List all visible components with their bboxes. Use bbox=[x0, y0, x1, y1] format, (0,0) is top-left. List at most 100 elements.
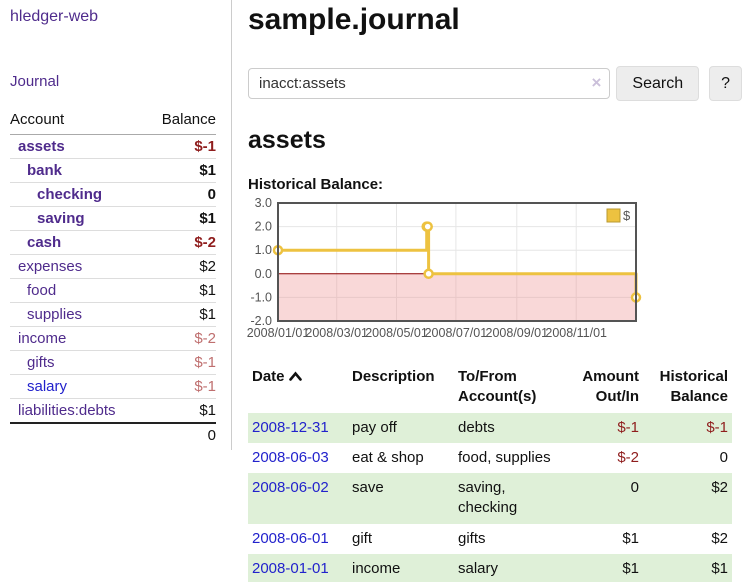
sidebar-item-journal[interactable]: Journal bbox=[10, 73, 60, 90]
account-row: liabilities:debts $1 bbox=[10, 398, 216, 424]
account-balance: $2 bbox=[146, 254, 216, 279]
account-name-cell: gifts bbox=[10, 350, 147, 375]
account-name-cell: assets bbox=[10, 134, 147, 159]
svg-text:-2.0: -2.0 bbox=[250, 314, 272, 328]
transaction-balance-cell: $2 bbox=[711, 529, 728, 547]
account-balance: $-1 bbox=[146, 134, 216, 159]
sidebar-account-link-saving[interactable]: saving bbox=[37, 210, 85, 227]
account-row: assets $-1 bbox=[10, 134, 216, 159]
sidebar-account-link-checking[interactable]: checking bbox=[37, 186, 103, 203]
account-name-cell: food bbox=[10, 278, 147, 303]
transaction-description-cell: pay off bbox=[352, 418, 397, 436]
transaction-balance-cell: $1 bbox=[711, 559, 728, 577]
svg-text:2008/01/01: 2008/01/01 bbox=[247, 326, 310, 340]
help-button[interactable]: ? bbox=[709, 66, 742, 101]
register-header-accounts: To/From Account(s) bbox=[458, 368, 537, 406]
table-row: 2008-06-02 save saving, checking 0 $2 bbox=[248, 473, 732, 524]
transaction-date-link[interactable]: 2008-06-01 bbox=[252, 529, 329, 547]
svg-text:2008/05/01: 2008/05/01 bbox=[365, 326, 428, 340]
sidebar-account-link-liabilities-debts[interactable]: liabilities:debts bbox=[18, 402, 116, 419]
transaction-date-link[interactable]: 2008-06-03 bbox=[252, 448, 329, 466]
account-name-cell: cash bbox=[10, 230, 147, 255]
transaction-date-link[interactable]: 2008-01-01 bbox=[252, 559, 329, 577]
account-row: income $-2 bbox=[10, 326, 216, 351]
transaction-balance-cell: $2 bbox=[711, 479, 728, 496]
account-balance: $1 bbox=[146, 158, 216, 183]
table-row: 2008-06-03 eat & shop food, supplies $-2 0 bbox=[248, 443, 732, 473]
account-balance: $1 bbox=[146, 206, 216, 231]
sidebar-account-link-expenses[interactable]: expenses bbox=[18, 258, 83, 275]
transaction-amount-cell: $1 bbox=[622, 559, 639, 577]
account-name-cell: income bbox=[10, 326, 147, 351]
transaction-accounts-cell: food, supplies bbox=[458, 448, 551, 466]
account-name-cell: expenses bbox=[10, 254, 147, 279]
transaction-description-cell: gift bbox=[352, 529, 373, 547]
accounts-table: Account Balance assets $-1 bank $1 checking 0… bbox=[10, 106, 216, 447]
account-name-cell: bank bbox=[10, 158, 147, 183]
sort-asc-icon bbox=[288, 367, 302, 387]
sidebar-account-link-food[interactable]: food bbox=[27, 282, 57, 299]
sidebar-account-link-salary[interactable]: salary bbox=[27, 378, 68, 395]
account-row: supplies $1 bbox=[10, 302, 216, 327]
search-form: × Search ? bbox=[248, 66, 742, 101]
sidebar-account-link-supplies[interactable]: supplies bbox=[27, 306, 83, 323]
table-row: 2008-01-01 income salary $1 $1 bbox=[248, 553, 732, 582]
account-balance: $1 bbox=[146, 302, 216, 327]
transaction-date-link[interactable]: 2008-12-31 bbox=[252, 418, 329, 436]
search-input[interactable] bbox=[248, 68, 611, 99]
transaction-date-link[interactable]: 2008-06-02 bbox=[252, 479, 329, 496]
balance-chart-svg: $3.0 2.0 1.0 0.0 -1.0 -2.02008/01/012008/03/0… bbox=[247, 196, 642, 340]
chart-title: Historical Balance: bbox=[248, 176, 384, 193]
account-row: expenses $2 bbox=[10, 254, 216, 279]
transaction-description-cell: eat & shop bbox=[352, 448, 424, 466]
sidebar-account-link-cash[interactable]: cash bbox=[27, 234, 62, 251]
accounts-total-row: 0 bbox=[10, 422, 216, 447]
accounts-total-value: 0 bbox=[146, 422, 216, 447]
account-row: salary $-1 bbox=[10, 374, 216, 399]
account-row: bank $1 bbox=[10, 158, 216, 183]
search-button[interactable]: Search bbox=[616, 66, 700, 101]
transaction-accounts-cell: gifts bbox=[458, 529, 486, 547]
transaction-amount-cell: $-2 bbox=[617, 448, 639, 466]
svg-text:0.0: 0.0 bbox=[255, 267, 272, 281]
transaction-description-cell: income bbox=[352, 559, 401, 577]
accounts-total-spacer bbox=[10, 422, 147, 447]
search-box: × bbox=[248, 68, 611, 99]
account-row: saving $1 bbox=[10, 206, 216, 231]
sidebar-account-link-bank[interactable]: bank bbox=[27, 162, 63, 179]
svg-text:2008/09/01: 2008/09/01 bbox=[486, 326, 549, 340]
transaction-accounts-cell: saving, checking bbox=[458, 479, 518, 517]
svg-text:2008/03/01: 2008/03/01 bbox=[305, 326, 368, 340]
account-heading: assets bbox=[248, 126, 326, 154]
sidebar-account-link-gifts[interactable]: gifts bbox=[27, 354, 55, 371]
register-header-date[interactable]: Date bbox=[248, 362, 348, 413]
account-row: cash $-2 bbox=[10, 230, 216, 255]
register-header-row: Date Description To/From Account(s) Amou… bbox=[248, 362, 732, 413]
account-balance: $-1 bbox=[146, 350, 216, 375]
transaction-description-cell: save bbox=[352, 479, 384, 496]
clear-search-icon[interactable]: × bbox=[591, 73, 602, 92]
accounts-header-account: Account bbox=[10, 106, 147, 135]
app-title-link[interactable]: hledger-web bbox=[10, 8, 99, 25]
legend-swatch bbox=[606, 208, 621, 223]
account-balance: $1 bbox=[146, 398, 216, 424]
transaction-date-cell: 2008-06-02 bbox=[248, 473, 348, 524]
svg-text:2008/07/01: 2008/07/01 bbox=[425, 326, 488, 340]
transaction-date-cell: 2008-06-01 bbox=[248, 524, 348, 554]
register-header-description: Description bbox=[352, 368, 435, 385]
transaction-balance-cell: $-1 bbox=[706, 418, 728, 436]
svg-text:1.0: 1.0 bbox=[255, 243, 272, 257]
register-header-balance: Historical Balance bbox=[659, 368, 728, 406]
sidebar: hledger-web Journal Account Balance asse… bbox=[0, 0, 232, 450]
account-row: gifts $-1 bbox=[10, 350, 216, 375]
transaction-balance-cell: 0 bbox=[719, 448, 728, 466]
historical-balance-chart: $3.0 2.0 1.0 0.0 -1.0 -2.0 2008/01/01 2008/03/0… bbox=[247, 196, 742, 349]
account-balance: $-2 bbox=[146, 230, 216, 255]
sidebar-account-link-income[interactable]: income bbox=[18, 330, 67, 347]
register-header-amount: Amount Out/In bbox=[582, 368, 639, 406]
transaction-date-cell: 2008-01-01 bbox=[248, 554, 348, 582]
transaction-amount-cell: 0 bbox=[630, 479, 639, 496]
transaction-date-cell: 2008-06-03 bbox=[248, 443, 348, 473]
svg-text:-1.0: -1.0 bbox=[250, 290, 272, 304]
sidebar-account-link-assets[interactable]: assets bbox=[18, 138, 65, 155]
